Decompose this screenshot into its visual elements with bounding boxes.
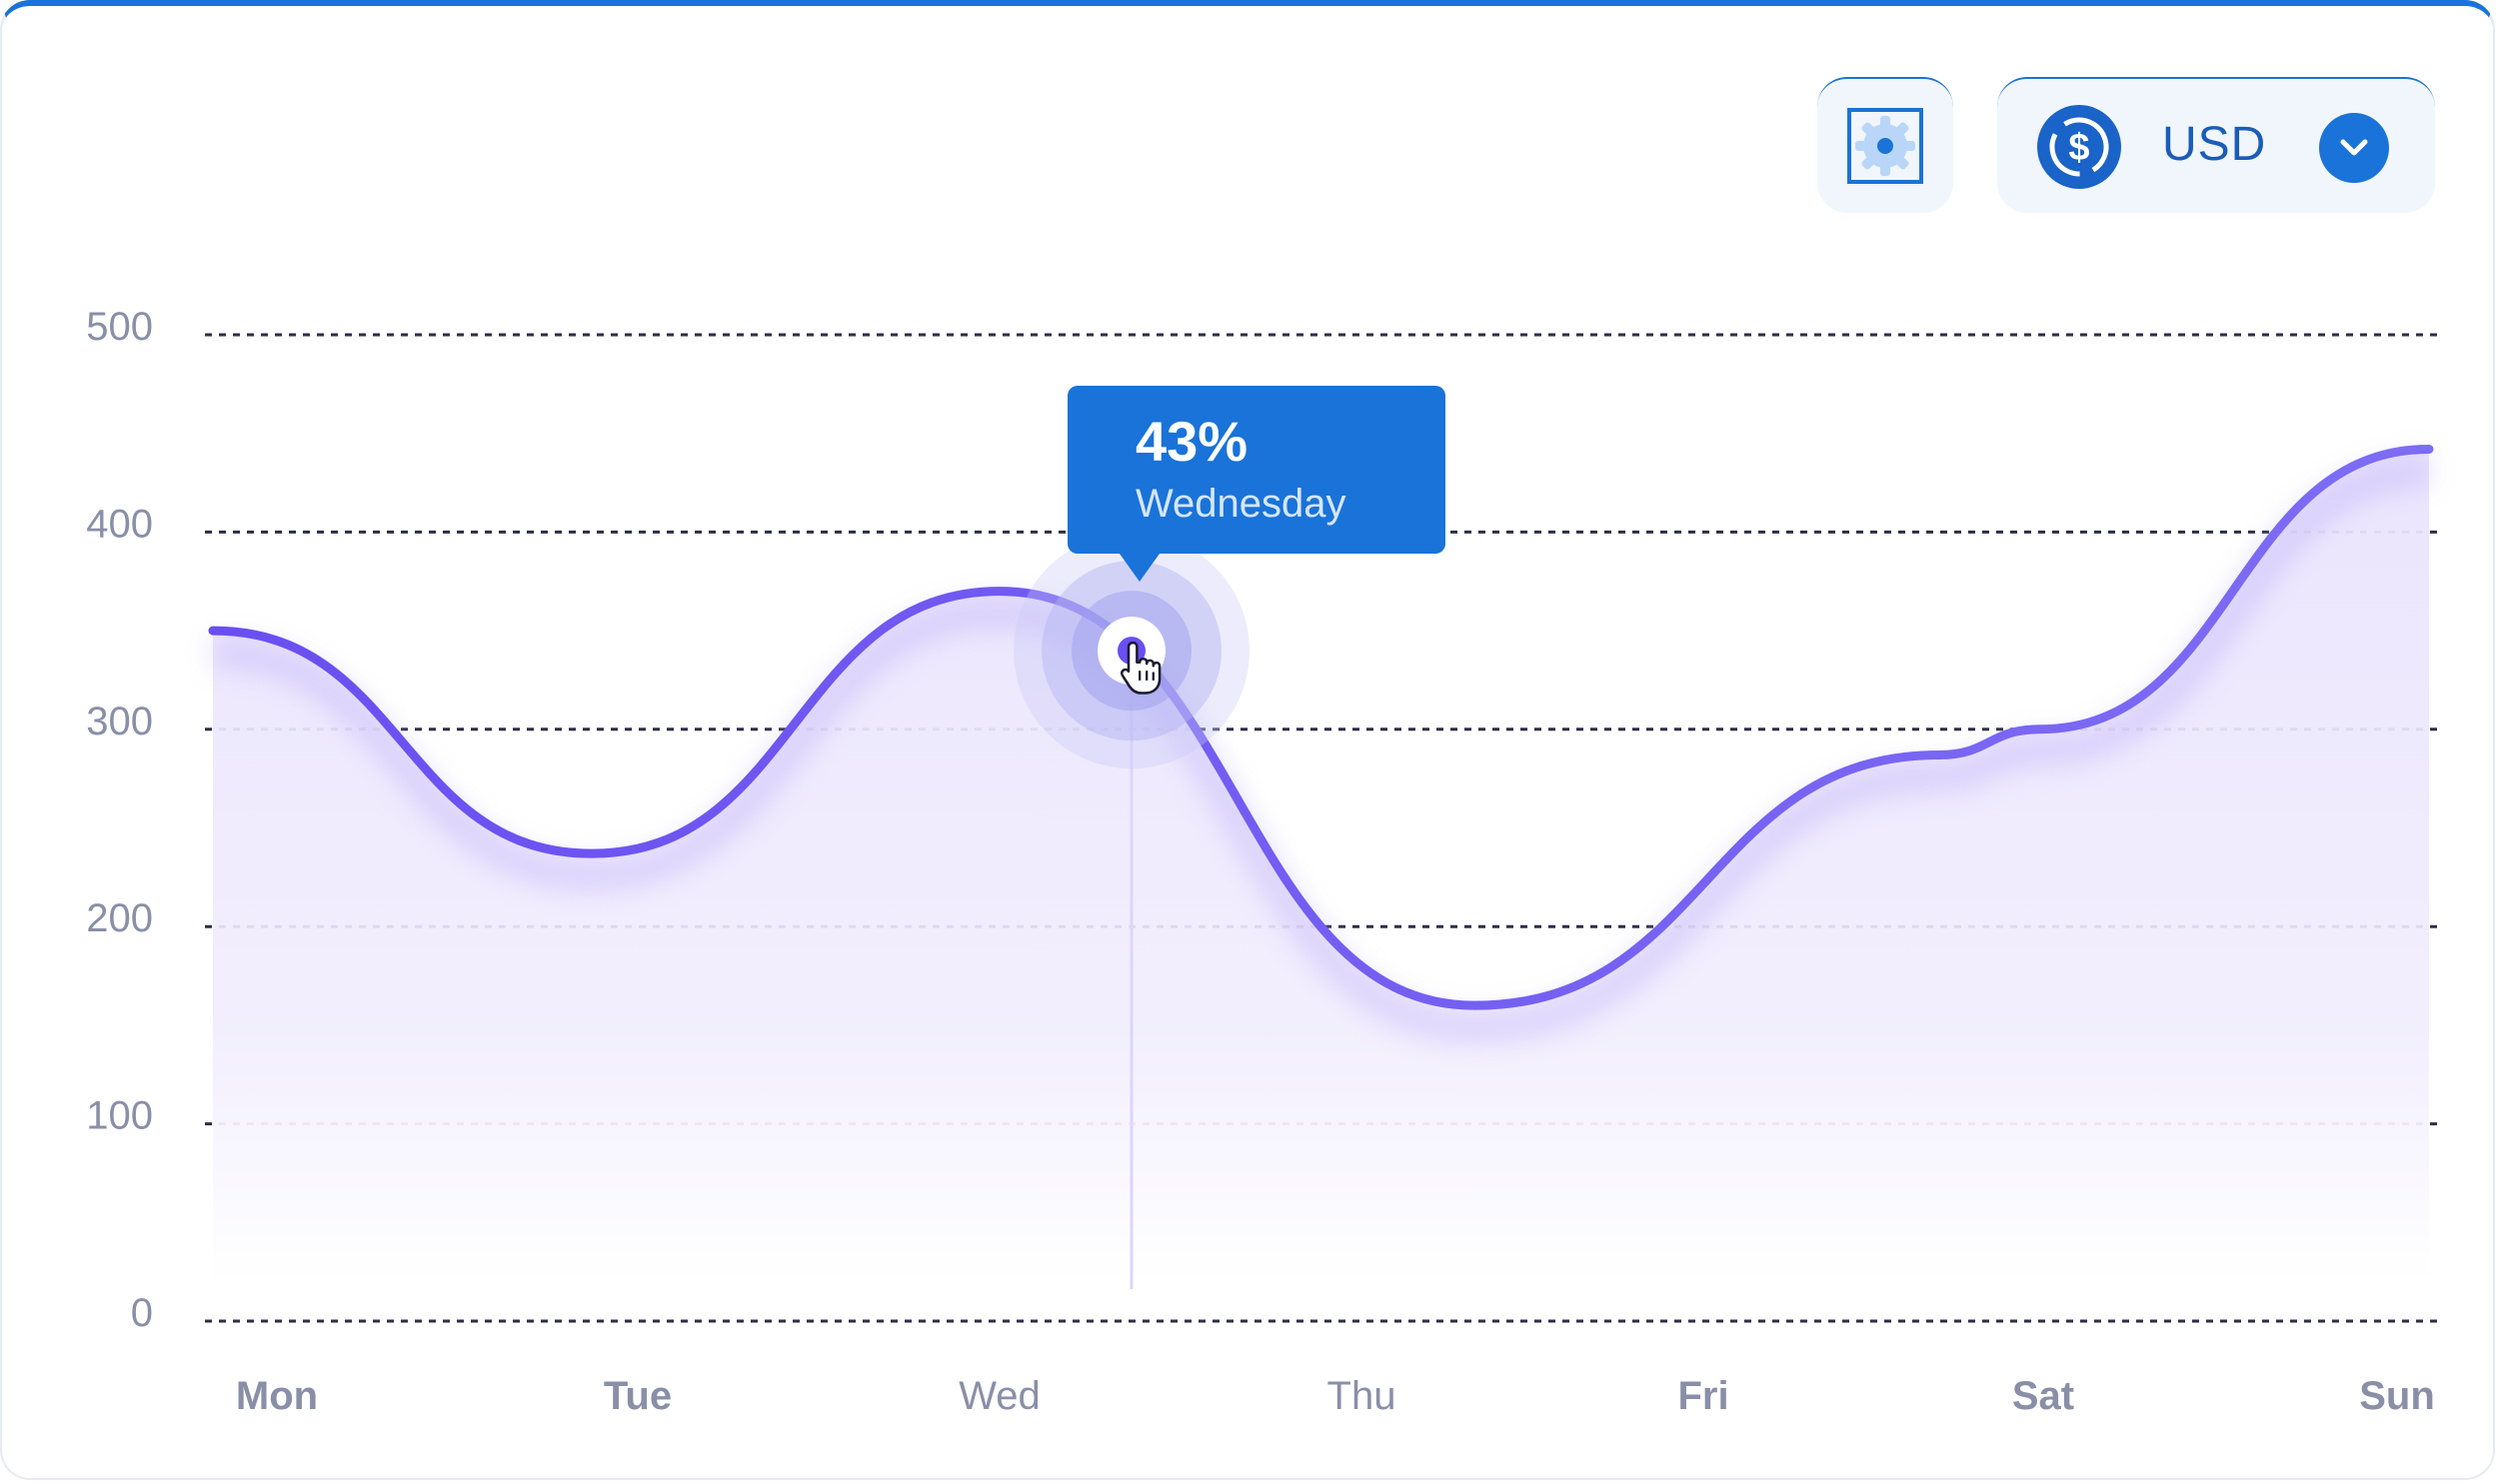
- y-tick-label: 400: [86, 502, 153, 546]
- y-axis-ticks: 0 100 200 300 400 500: [86, 305, 153, 1335]
- gear-icon: [1847, 108, 1923, 184]
- chevron-down-icon[interactable]: [2319, 113, 2389, 183]
- data-tooltip: 43% Wednesday: [1068, 386, 1445, 582]
- y-tick-label: 200: [86, 896, 153, 940]
- x-axis-ticks: Mon Tue Wed Thu Fri Sat Sun: [236, 1374, 2435, 1418]
- line-shadow: [212, 458, 2430, 1041]
- settings-button[interactable]: [1817, 77, 1953, 213]
- y-tick-label: 500: [86, 305, 153, 349]
- x-tick-label: Fri: [1677, 1374, 1728, 1418]
- x-tick-label: Sun: [2359, 1374, 2435, 1418]
- dollar-coin-icon: $: [2037, 105, 2121, 189]
- tooltip-label: Wednesday: [1136, 482, 1346, 526]
- pointer-cursor-icon: [1120, 641, 1162, 695]
- svg-text:$: $: [2068, 127, 2089, 169]
- x-tick-label: Thu: [1327, 1374, 1396, 1418]
- series-line: [208, 444, 2434, 1041]
- highlight-marker: [1014, 533, 1250, 1289]
- y-tick-label: 300: [86, 700, 153, 743]
- y-tick-label: 0: [131, 1291, 153, 1335]
- y-tick-label: 100: [86, 1094, 153, 1138]
- series-path: [208, 444, 2434, 1010]
- area-fill: [213, 449, 2429, 1281]
- x-tick-label: Sat: [2012, 1374, 2074, 1418]
- currency-selector[interactable]: $ USD: [1997, 77, 2435, 213]
- x-tick-label: Wed: [959, 1374, 1041, 1418]
- x-tick-label: Tue: [604, 1374, 672, 1418]
- area-path: [213, 449, 2429, 1281]
- x-tick-label: Mon: [236, 1374, 318, 1418]
- tooltip-value: 43%: [1136, 410, 1249, 473]
- currency-label: USD: [2162, 118, 2267, 171]
